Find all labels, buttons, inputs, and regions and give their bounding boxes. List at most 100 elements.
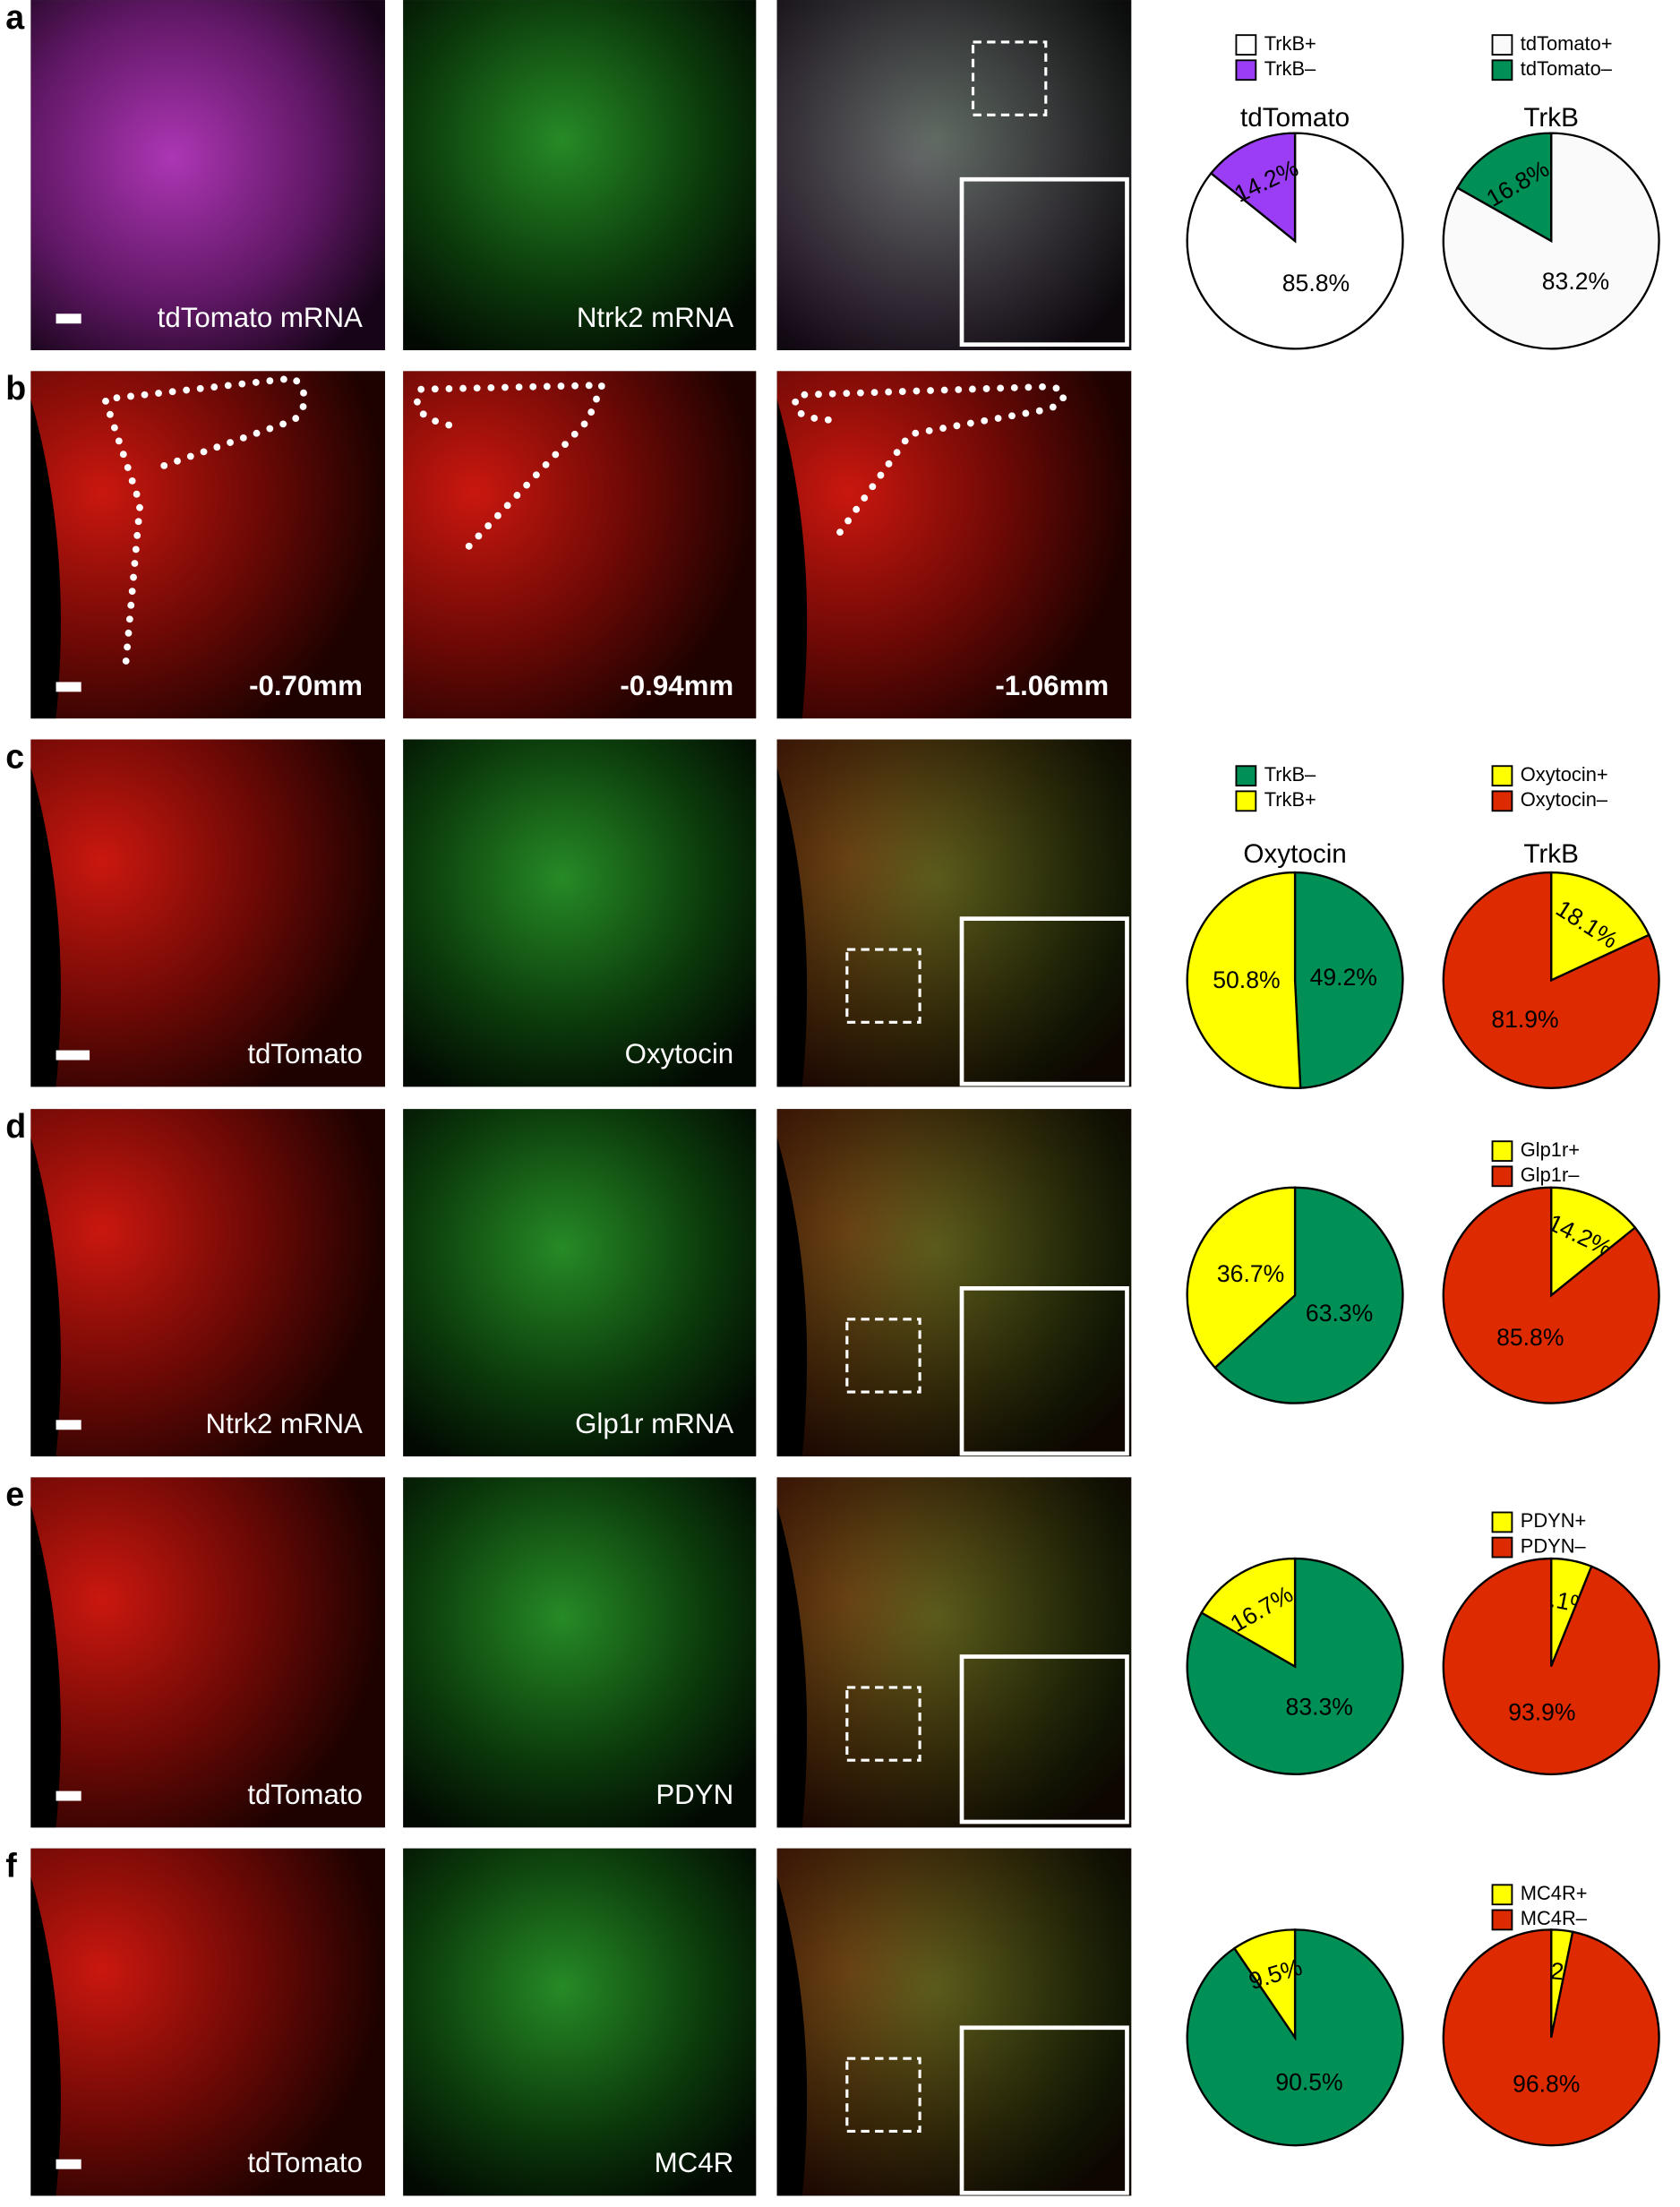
- legend-swatch: [1235, 765, 1257, 787]
- scale-bar: [56, 1420, 81, 1430]
- micrograph-signal: [30, 371, 385, 719]
- legend-swatch: [1491, 1884, 1513, 1906]
- panel-letter: a: [5, 0, 25, 36]
- value-label: 85.8%: [1282, 270, 1350, 296]
- scale-bar: [56, 1791, 81, 1801]
- scale-bar: [56, 2159, 81, 2169]
- ventricle: [776, 1137, 808, 1456]
- legend-swatch: [1235, 34, 1257, 56]
- pie-title: TrkB: [1523, 103, 1579, 133]
- legend-label: tdTomato+: [1521, 32, 1613, 55]
- image-label: tdTomato: [247, 1779, 363, 1810]
- roi-box: [971, 40, 1048, 116]
- pie-slice: [1442, 1557, 1660, 1775]
- pie-slice: [1186, 1557, 1404, 1775]
- inset: [959, 176, 1129, 348]
- micrograph-signal: [30, 1848, 385, 2196]
- panel-letter: f: [5, 1846, 17, 1884]
- legend-label: Glp1r+: [1521, 1138, 1580, 1161]
- micrograph-signal: [30, 0, 385, 350]
- pie-slice: [1232, 1928, 1297, 2041]
- image-label: Ntrk2 mRNA: [577, 302, 734, 333]
- micrograph-signal: [776, 739, 1132, 1087]
- micrograph-signal: [403, 371, 757, 719]
- micrograph-signal: [30, 1109, 385, 1456]
- panel-letter: d: [5, 1107, 26, 1145]
- inset: [959, 2025, 1129, 2195]
- value-label: 36.7%: [1217, 1260, 1284, 1287]
- legend-swatch: [1491, 34, 1513, 56]
- micrograph-signal: [403, 1109, 757, 1456]
- micrograph-signal: [30, 1477, 385, 1828]
- pie-slice: [1442, 1928, 1660, 2147]
- legend-swatch: [1235, 790, 1257, 812]
- ventricle: [776, 767, 808, 1087]
- micrograph-signal: [776, 371, 1132, 719]
- legend-swatch: [1491, 1165, 1513, 1188]
- legend-label: Oxytocin+: [1521, 763, 1608, 786]
- micrograph-signal: [776, 0, 1132, 350]
- micrograph-signal: [776, 1109, 1132, 1456]
- value-label: 81.9%: [1491, 1006, 1558, 1033]
- micrograph-signal: [776, 1477, 1132, 1828]
- pie-title: TrkB: [1523, 839, 1579, 869]
- ventricle: [776, 399, 808, 719]
- region-outline: [413, 381, 608, 550]
- ventricle: [776, 1876, 808, 2196]
- legend-swatch: [1491, 1536, 1513, 1559]
- legend-swatch: [1491, 1511, 1513, 1533]
- panel-letter: b: [5, 369, 26, 407]
- pie-slice: [1186, 1928, 1404, 2147]
- legend-label: PDYN–: [1521, 1534, 1587, 1557]
- value-label: 85.8%: [1496, 1324, 1564, 1351]
- region-outline: [100, 374, 308, 665]
- legend-label: PDYN+: [1521, 1509, 1587, 1532]
- ventricle: [30, 399, 61, 719]
- legend-label: MC4R–: [1521, 1907, 1588, 1929]
- micrograph-signal: [776, 1848, 1132, 2196]
- legend-label: Oxytocin–: [1521, 788, 1608, 811]
- image-label: Glp1r mRNA: [575, 1408, 733, 1439]
- micrograph-signal: [403, 739, 757, 1087]
- pie-slice: [1293, 871, 1404, 1089]
- value-label: 93.9%: [1508, 1699, 1575, 1726]
- ventricle: [30, 1505, 61, 1828]
- pie-title: tdTomato: [1240, 103, 1350, 133]
- value-label: 49.2%: [1310, 964, 1377, 991]
- pie-title: Oxytocin: [1243, 839, 1347, 869]
- roi-box: [845, 948, 921, 1024]
- image-label: -0.94mm: [620, 670, 733, 701]
- micrograph-signal: [30, 739, 385, 1087]
- panel-letter: c: [5, 737, 24, 775]
- scale-bar: [56, 1050, 90, 1061]
- value-label: 83.3%: [1286, 1693, 1353, 1720]
- image-label: Oxytocin: [625, 1038, 734, 1069]
- pie-slice: [1550, 871, 1650, 983]
- scale-bar: [56, 313, 81, 324]
- pie-slice: [1550, 1186, 1637, 1298]
- image-label: Ntrk2 mRNA: [206, 1408, 364, 1439]
- scale-bar: [56, 682, 81, 692]
- pie-slice: [1186, 1186, 1297, 1370]
- image-label: tdTomato mRNA: [158, 302, 363, 333]
- value-label: 50.8%: [1213, 966, 1280, 993]
- roi-box: [845, 1686, 921, 1762]
- legend-label: Glp1r–: [1521, 1164, 1580, 1186]
- inset: [959, 1654, 1129, 1825]
- legend-label: tdTomato–: [1521, 57, 1613, 80]
- inset: [959, 1286, 1129, 1456]
- pie-slice: [1186, 871, 1302, 1089]
- pie-slice: [1213, 1186, 1404, 1404]
- roi-box: [845, 2057, 921, 2134]
- image-label: tdTomato: [247, 2147, 363, 2178]
- micrograph-signal: [403, 1477, 757, 1828]
- inset: [959, 916, 1129, 1086]
- legend-swatch: [1235, 59, 1257, 82]
- image-label: tdTomato: [247, 1038, 363, 1069]
- pie-slice: [1455, 132, 1553, 243]
- legend-label: TrkB+: [1264, 788, 1316, 811]
- legend-label: MC4R+: [1521, 1882, 1588, 1904]
- value-label: 90.5%: [1275, 2069, 1342, 2096]
